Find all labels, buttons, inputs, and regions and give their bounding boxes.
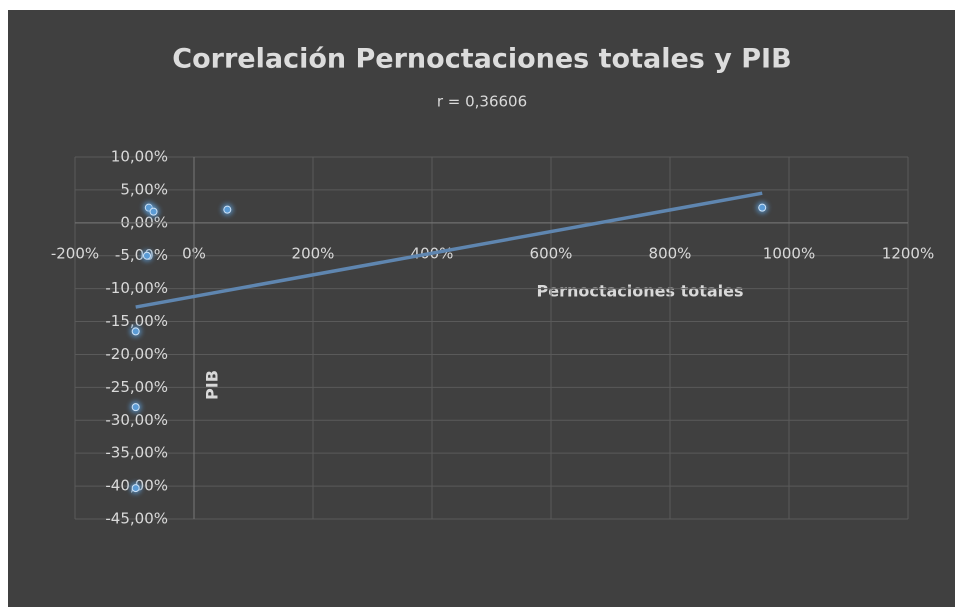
- x-tick-label: 800%: [649, 244, 692, 262]
- y-tick-label: -20,00%: [105, 345, 168, 363]
- chart-background: [8, 10, 955, 607]
- point: [149, 207, 158, 216]
- point: [223, 205, 232, 214]
- x-tick-label: 200%: [292, 244, 335, 262]
- y-tick-label: -25,00%: [105, 378, 168, 396]
- trendline: [135, 191, 763, 309]
- chart-title: Correlación Pernoctaciones totales y PIB: [172, 44, 791, 75]
- point: [131, 403, 140, 412]
- y-tick-label: 5,00%: [120, 180, 168, 198]
- x-axis-title: Pernoctaciones totales: [536, 282, 743, 301]
- point: [131, 327, 140, 336]
- point: [131, 484, 140, 493]
- y-tick-label: -45,00%: [105, 510, 168, 528]
- x-tick-label: 1000%: [763, 244, 815, 262]
- chart-subtitle: r = 0,36606: [437, 93, 527, 111]
- y-tick-label: 10,00%: [111, 148, 168, 166]
- x-tick-label: -200%: [51, 244, 99, 262]
- y-axis-title: PIB: [203, 370, 222, 400]
- y-tick-label: -30,00%: [105, 411, 168, 429]
- y-tick-label: -35,00%: [105, 444, 168, 462]
- y-tick-label: -10,00%: [105, 279, 168, 297]
- x-tick-label: 1200%: [882, 244, 934, 262]
- y-tick-label: -15,00%: [105, 312, 168, 330]
- x-tick-label: 600%: [530, 244, 573, 262]
- point: [758, 203, 767, 212]
- point: [142, 251, 151, 260]
